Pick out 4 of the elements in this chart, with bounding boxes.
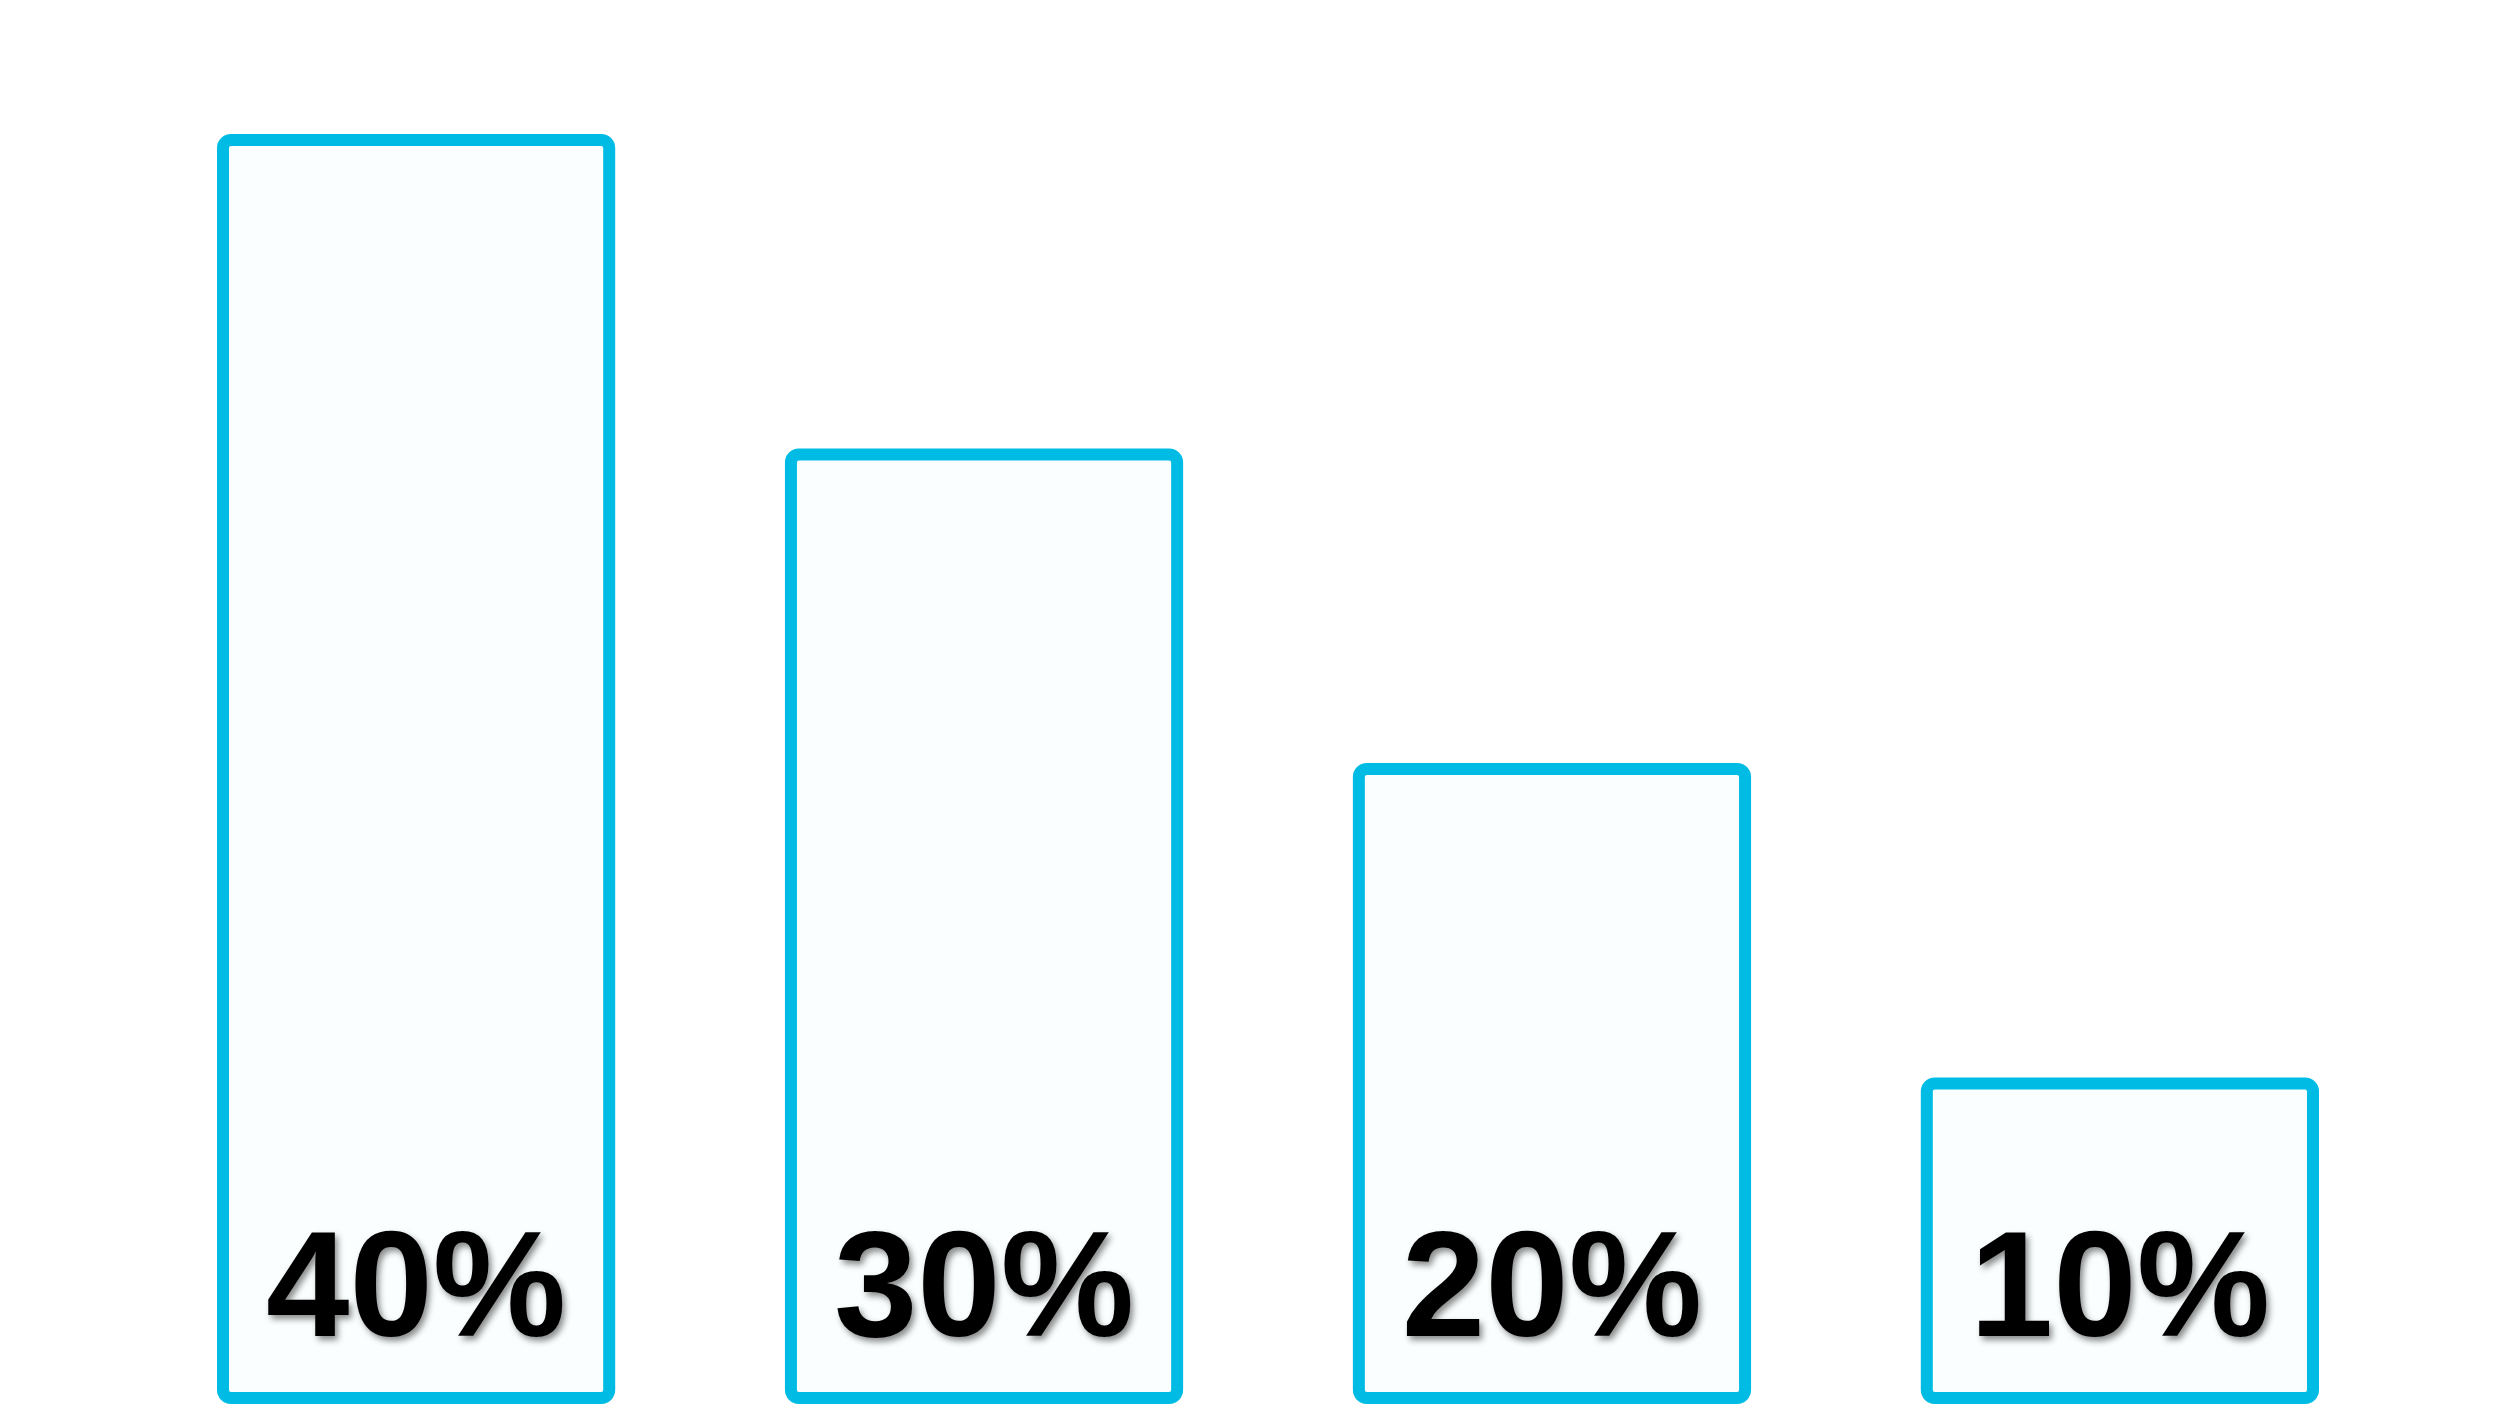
data-label: 10% bbox=[1969, 1200, 2271, 1368]
data-label: 40% bbox=[265, 1200, 567, 1368]
data-label: 30% bbox=[833, 1200, 1135, 1368]
data-label: 20% bbox=[1401, 1200, 1703, 1368]
